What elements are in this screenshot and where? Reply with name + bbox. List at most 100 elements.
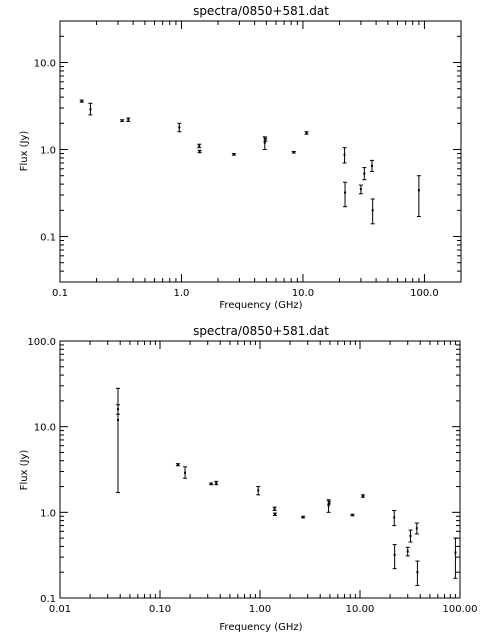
point-marker: [328, 501, 331, 504]
lower-y-axis-label: Flux (Jy): [19, 450, 30, 491]
point-marker: [264, 138, 267, 141]
lower-data-point: [256, 486, 261, 496]
upper-data-point: [263, 137, 268, 142]
lower-data-point: [327, 500, 332, 505]
point-marker: [121, 119, 124, 122]
upper-plot-frame: [59, 20, 462, 283]
lower-data-points: [115, 387, 458, 586]
point-marker: [263, 141, 266, 144]
lower-data-point: [115, 387, 120, 494]
lower-data-point: [414, 522, 419, 535]
point-marker: [273, 513, 276, 516]
upper-ticks: [59, 20, 462, 283]
upper-spectrum-plot: spectra/0850+581.dat Frequency (GHz) Flu…: [19, 4, 462, 311]
point-marker: [409, 534, 412, 537]
point-marker: [116, 408, 119, 411]
lower-data-point: [175, 463, 180, 467]
point-marker: [363, 172, 366, 175]
upper-x-tick-label: 1.0: [174, 288, 190, 299]
lower-data-point: [453, 537, 458, 579]
point-marker: [415, 527, 418, 530]
point-marker: [176, 463, 179, 466]
upper-data-point: [79, 99, 84, 103]
lower-tick-labels: 0.01 0.10 1.00 10.00 100.00 0.1 1.0 10.0 100.0: [27, 337, 477, 615]
lower-y-tick-label: 0.1: [40, 594, 56, 605]
point-marker: [305, 131, 308, 134]
upper-data-point: [358, 184, 363, 195]
point-marker: [370, 164, 373, 167]
point-marker: [292, 151, 295, 154]
point-marker: [361, 495, 364, 498]
upper-y-axis-label: Flux (Jy): [19, 131, 30, 172]
lower-data-point: [415, 560, 420, 586]
lower-ticks: [59, 340, 461, 599]
point-marker: [371, 209, 374, 212]
upper-data-points: [79, 99, 421, 225]
upper-x-tick-label: 10.0: [292, 288, 314, 299]
upper-data-point: [342, 147, 347, 164]
lower-data-point: [408, 529, 413, 543]
point-marker: [417, 189, 420, 192]
upper-data-point: [362, 167, 367, 181]
lower-data-point: [301, 515, 306, 519]
point-marker: [343, 153, 346, 156]
point-marker: [393, 516, 396, 519]
point-marker: [232, 153, 235, 156]
upper-data-point: [416, 175, 421, 217]
lower-x-tick-label: 0.01: [49, 604, 71, 615]
lower-data-point: [272, 512, 277, 516]
point-marker: [273, 507, 276, 510]
lower-x-tick-label: 100.00: [443, 604, 478, 615]
upper-y-tick-label: 10.0: [34, 59, 56, 70]
point-marker: [351, 514, 354, 517]
lower-x-tick-label: 1.00: [249, 604, 271, 615]
lower-data-point: [360, 494, 365, 498]
lower-spectrum-plot: spectra/0850+581.dat Frequency (GHz) Flu…: [19, 324, 478, 633]
upper-x-axis-label: Frequency (GHz): [219, 300, 302, 311]
point-marker: [198, 150, 201, 153]
lower-data-point: [350, 513, 355, 517]
lower-data-point: [209, 482, 214, 486]
upper-y-tick-label: 0.1: [40, 233, 56, 244]
upper-data-point: [88, 102, 93, 116]
point-marker: [80, 100, 83, 103]
lower-data-point: [405, 546, 410, 557]
lower-x-tick-label: 10.00: [346, 604, 375, 615]
upper-data-point: [369, 159, 374, 172]
point-marker: [215, 481, 218, 484]
upper-data-point: [304, 131, 309, 135]
lower-data-point: [272, 506, 277, 512]
lower-data-point: [392, 544, 397, 570]
point-marker: [198, 144, 201, 147]
upper-plot-title: spectra/0850+581.dat: [193, 4, 329, 18]
upper-tick-labels: 0.1 1.0 10.0 100.0 0.1 1.0 10.0: [34, 59, 439, 299]
point-marker: [257, 489, 260, 492]
point-marker: [416, 571, 419, 574]
lower-y-tick-label: 100.0: [27, 337, 56, 348]
lower-plot-frame: [59, 340, 461, 599]
upper-data-point: [231, 152, 236, 156]
lower-data-point: [183, 466, 188, 479]
point-marker: [178, 126, 181, 129]
point-marker: [406, 550, 409, 553]
point-marker: [210, 482, 213, 485]
lower-data-point: [115, 404, 120, 415]
point-marker: [393, 553, 396, 556]
upper-data-point: [177, 122, 182, 133]
point-marker: [327, 504, 330, 507]
lower-data-point: [392, 510, 397, 527]
upper-y-tick-label: 1.0: [40, 146, 56, 157]
upper-data-point: [197, 143, 202, 149]
lower-x-tick-label: 0.10: [149, 604, 171, 615]
point-marker: [302, 516, 305, 519]
upper-x-tick-label: 0.1: [52, 288, 68, 299]
upper-x-tick-label: 100.0: [410, 288, 439, 299]
upper-data-point: [343, 181, 348, 208]
upper-data-point: [126, 117, 131, 122]
point-marker: [89, 108, 92, 111]
point-marker: [184, 471, 187, 474]
upper-data-point: [291, 150, 296, 154]
upper-data-point: [370, 198, 375, 225]
lower-y-tick-label: 10.0: [34, 423, 56, 434]
